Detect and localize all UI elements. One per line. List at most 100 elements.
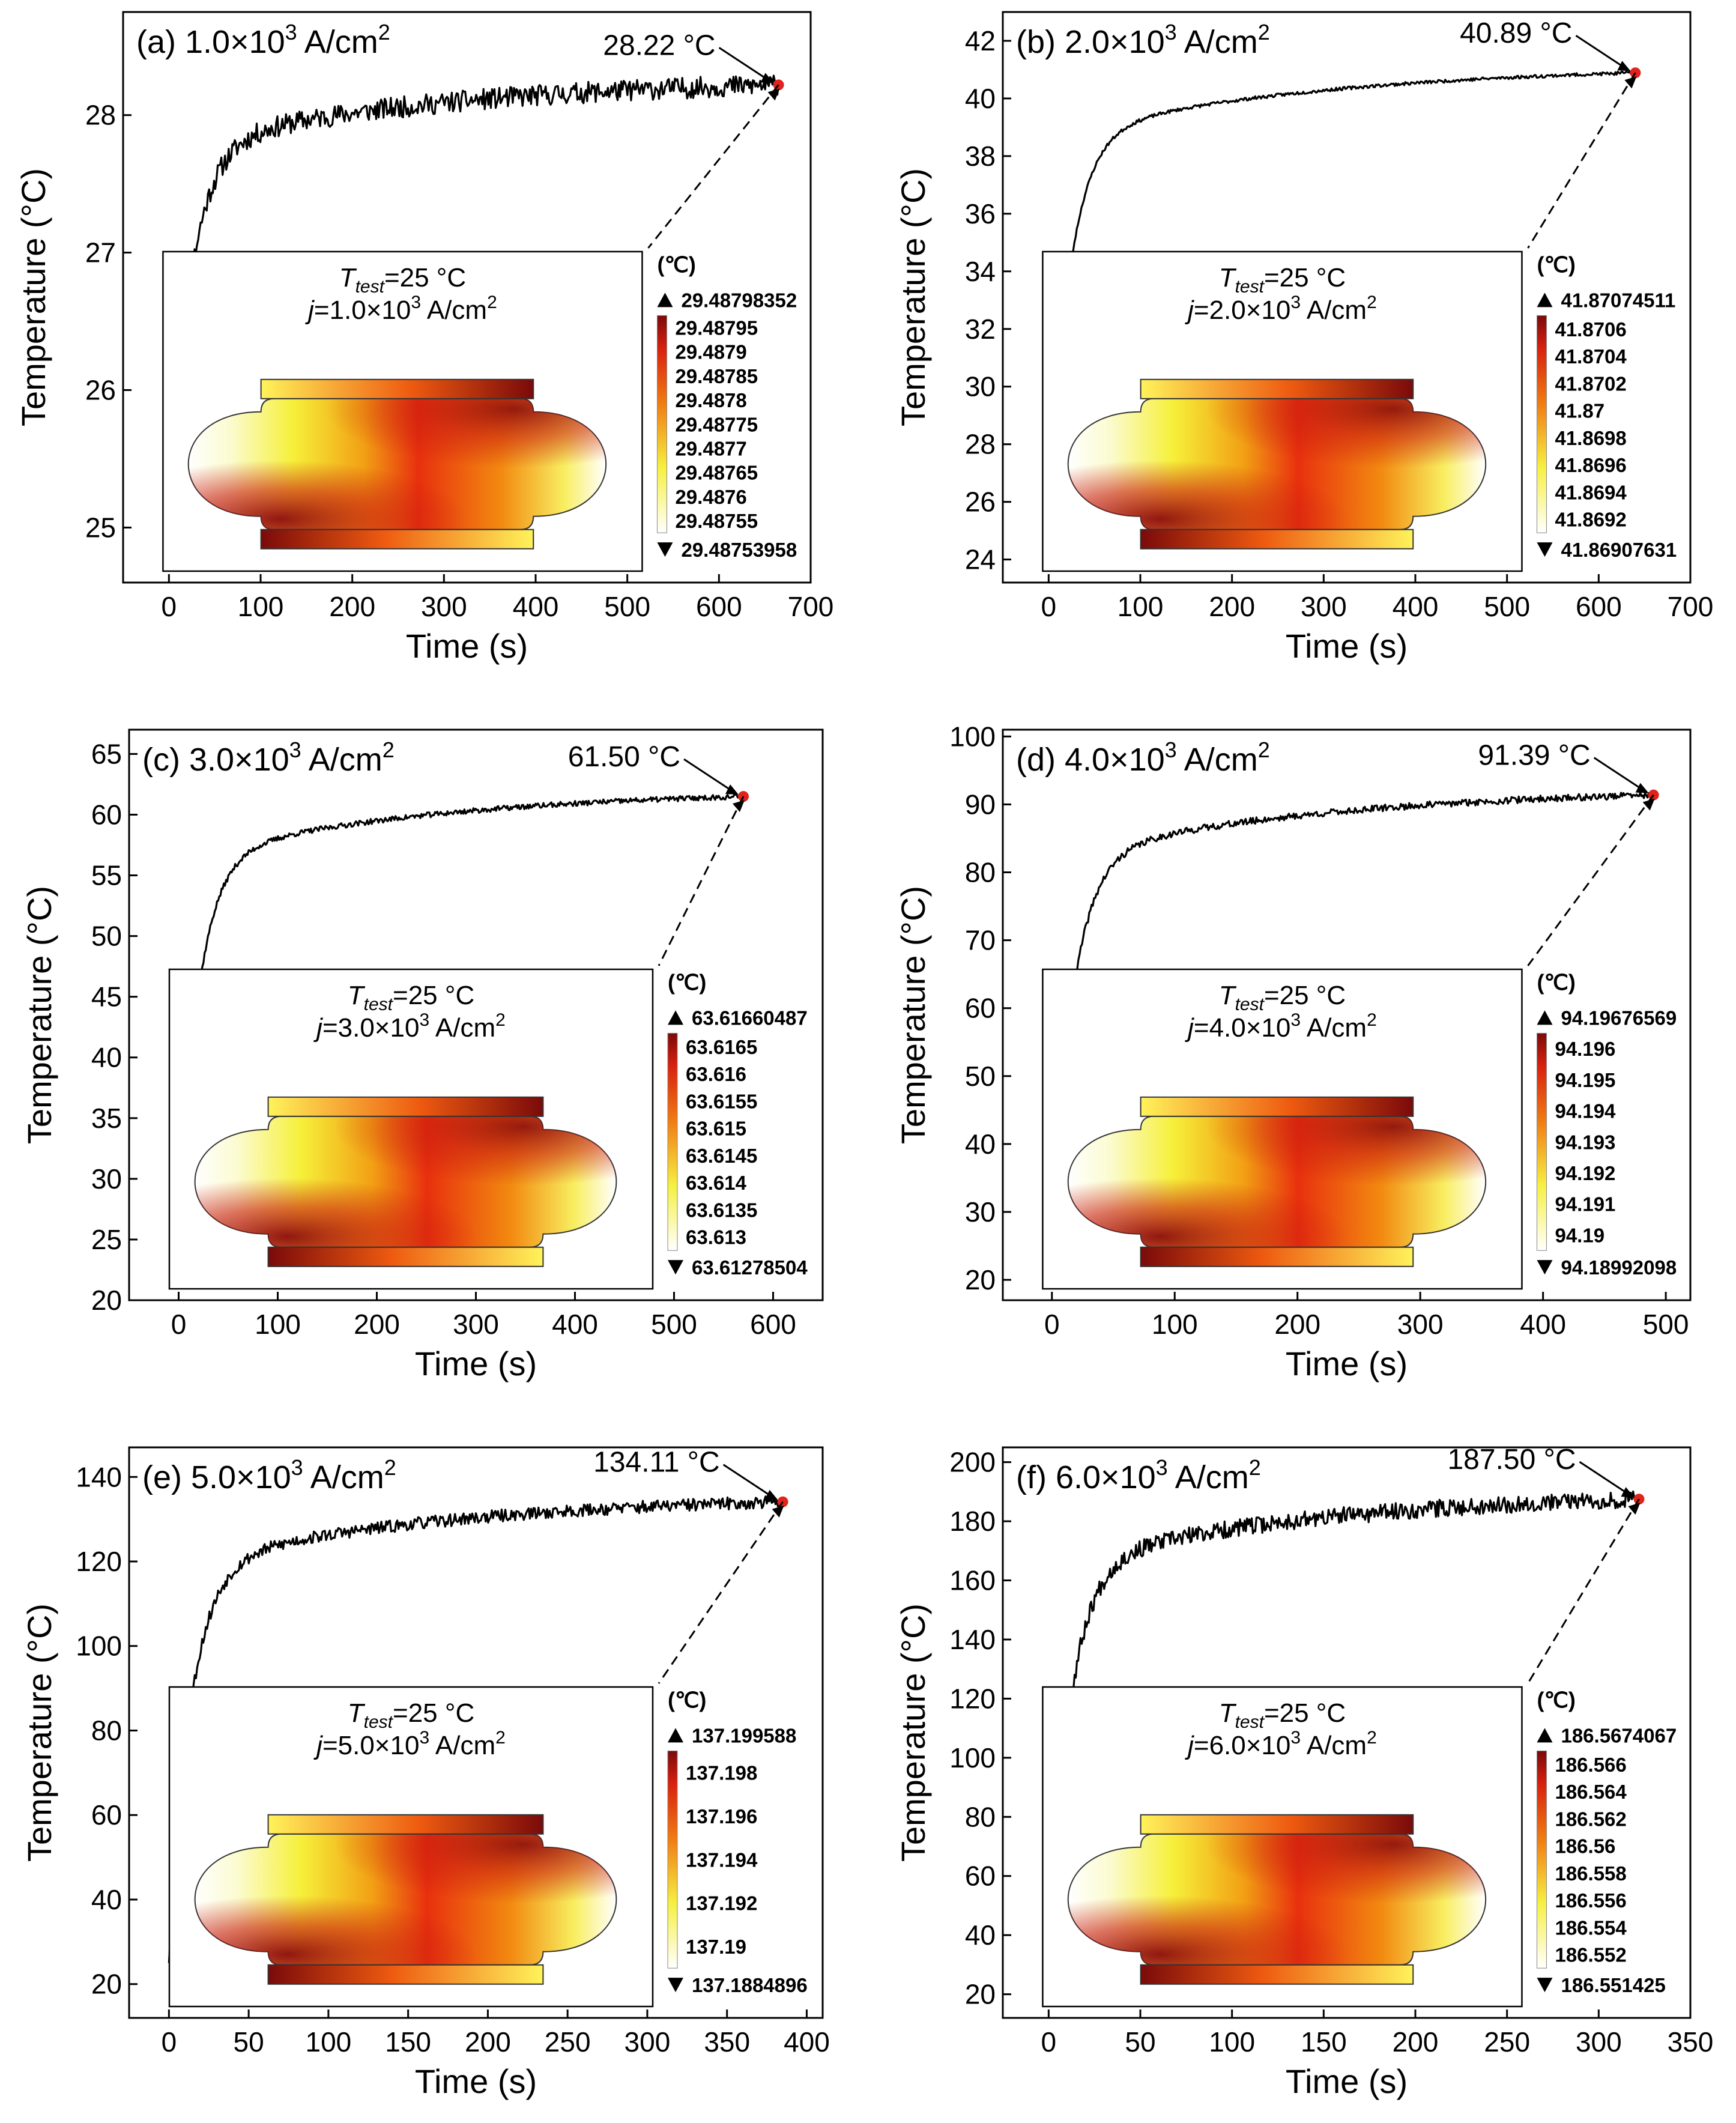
colorbar-level: 41.87 bbox=[1555, 400, 1604, 422]
zoom-leader-line bbox=[647, 84, 779, 249]
colorbar-level: 137.19 bbox=[686, 1936, 746, 1958]
x-tick-label: 600 bbox=[750, 1309, 796, 1340]
y-tick-label: 120 bbox=[949, 1683, 996, 1714]
panel-d: 0 100 200 300 400 500 20 30 40 50 60 70 80 90 100 Time … bbox=[894, 721, 1692, 1383]
panel-letter: (a) 1.0×10 bbox=[136, 24, 285, 60]
y-tick-label: 40 bbox=[965, 1919, 996, 1951]
plot-frame bbox=[1002, 1446, 1692, 2019]
panel-unit: A/cm bbox=[297, 24, 378, 60]
panel-unit-exponent: 2 bbox=[378, 20, 390, 44]
inset-test-temperature: Ttest=25 °C bbox=[1219, 1698, 1346, 1732]
hot-zone-top-right bbox=[195, 1116, 617, 1247]
colorbar-level: 41.8702 bbox=[1555, 372, 1626, 395]
panel-letter: (f) 6.0×10 bbox=[1016, 1459, 1156, 1495]
x-tick-label: 100 bbox=[238, 591, 284, 622]
y-tick-label: 30 bbox=[965, 1196, 996, 1228]
annotation-arrow bbox=[683, 758, 736, 794]
min-marker-icon bbox=[657, 542, 673, 557]
colorbar-max: 186.5674067 bbox=[1561, 1724, 1677, 1746]
y-axis-label: Temperature (°C) bbox=[894, 168, 932, 426]
x-axis-label: Time (s) bbox=[406, 627, 528, 665]
y-tick-label: 180 bbox=[949, 1506, 996, 1537]
min-marker-icon bbox=[1537, 1260, 1553, 1275]
colorbar-max: 29.48798352 bbox=[681, 289, 797, 311]
arrow-head bbox=[764, 1489, 778, 1500]
x-axis-label: Time (s) bbox=[415, 1345, 537, 1383]
y-tick-label: 60 bbox=[91, 1799, 122, 1831]
annotation-arrow bbox=[1579, 1461, 1632, 1497]
y-tick-label: 60 bbox=[91, 799, 122, 830]
top-electrode bbox=[1140, 1814, 1414, 1835]
colorbar-unit: (℃) bbox=[1537, 970, 1575, 995]
colorbar-level: 94.191 bbox=[1555, 1193, 1615, 1216]
y-tick-label: 32 bbox=[965, 313, 996, 345]
panel-exponent: 3 bbox=[1156, 1455, 1168, 1480]
end-temperature-label: 187.50 °C bbox=[1447, 1444, 1576, 1476]
colorbar-level: 94.195 bbox=[1555, 1069, 1615, 1091]
y-tick-label: 100 bbox=[949, 721, 996, 752]
colorbar-level: 186.56 bbox=[1555, 1835, 1615, 1858]
arrow-head bbox=[1635, 783, 1649, 793]
y-tick-label: 25 bbox=[85, 512, 116, 543]
colorbar-level: 94.193 bbox=[1555, 1131, 1615, 1153]
temperature-curve bbox=[1047, 70, 1636, 531]
x-tick-label: 300 bbox=[625, 2026, 671, 2058]
inset-current-density: j=3.0×103 A/cm2 bbox=[313, 1010, 506, 1043]
colorbar-level: 63.6155 bbox=[686, 1090, 757, 1112]
x-tick-label: 0 bbox=[1041, 2026, 1057, 2058]
x-tick-label: 400 bbox=[784, 2026, 830, 2058]
x-tick-label: 500 bbox=[1484, 591, 1530, 622]
x-tick-label: 400 bbox=[1393, 591, 1439, 622]
y-tick-label: 90 bbox=[965, 789, 996, 820]
colorbar-level: 186.564 bbox=[1555, 1781, 1627, 1803]
panel-exponent: 3 bbox=[291, 1455, 303, 1480]
y-tick-label: 25 bbox=[91, 1224, 122, 1255]
panel-title: (d) 4.0×103 A/cm2 bbox=[1016, 737, 1270, 778]
bottom-electrode bbox=[1140, 528, 1414, 550]
annotation-arrow bbox=[1575, 34, 1628, 70]
end-temperature-label: 61.50 °C bbox=[568, 741, 680, 773]
y-tick-label: 40 bbox=[965, 1128, 996, 1160]
panel-unit: A/cm bbox=[303, 1459, 384, 1495]
panel-e: 0 50 100 150 200 250 300 350 400 20 40 60 80 100 120 14… bbox=[20, 1446, 830, 2100]
leader-arrow-head bbox=[772, 1505, 784, 1518]
colorbar-level: 63.613 bbox=[686, 1226, 746, 1249]
end-point-marker bbox=[1630, 67, 1641, 79]
colorbar-unit: (℃) bbox=[668, 1688, 706, 1712]
end-temperature-label: 134.11 °C bbox=[593, 1447, 719, 1479]
panel-unit-exponent: 2 bbox=[383, 737, 395, 762]
x-tick-label: 100 bbox=[255, 1309, 301, 1340]
panel-title: (f) 6.0×103 A/cm2 bbox=[1016, 1455, 1261, 1495]
x-tick-label: 200 bbox=[1274, 1309, 1320, 1340]
temperature-curve bbox=[168, 74, 780, 528]
panel-a: 0 100 200 300 400 500 600 700 25 26 27 28 Time (s) Te… bbox=[14, 11, 833, 665]
zoom-leader-line bbox=[1527, 72, 1636, 249]
x-tick-label: 500 bbox=[604, 591, 650, 622]
panel-unit: A/cm bbox=[1168, 1459, 1249, 1495]
bottom-electrode bbox=[1140, 1246, 1414, 1267]
colorbar-min: 41.86907631 bbox=[1561, 539, 1677, 561]
x-tick-label: 300 bbox=[1397, 1309, 1444, 1340]
colorbar-level: 137.196 bbox=[686, 1805, 757, 1828]
y-tick-label: 27 bbox=[85, 237, 116, 268]
x-tick-label: 200 bbox=[354, 1309, 400, 1340]
x-tick-label: 350 bbox=[704, 2026, 750, 2058]
colorbar-level: 41.8704 bbox=[1555, 345, 1627, 368]
hot-zone-top-right bbox=[1068, 398, 1486, 530]
x-tick-label: 200 bbox=[329, 591, 375, 622]
min-marker-icon bbox=[1537, 1978, 1553, 1993]
panel-b: 0 100 200 300 400 500 600 700242628303234363840… bbox=[894, 11, 1713, 665]
colorbar-level: 41.8706 bbox=[1555, 318, 1626, 341]
x-axis-label: Time (s) bbox=[1286, 627, 1408, 665]
x-tick-label: 400 bbox=[513, 591, 559, 622]
top-electrode bbox=[267, 1814, 544, 1835]
inset-current-density: j=5.0×103 A/cm2 bbox=[313, 1728, 506, 1760]
top-electrode bbox=[1140, 378, 1414, 399]
colorbar-level: 137.198 bbox=[686, 1762, 757, 1784]
colorbar-level: 63.616 bbox=[686, 1063, 746, 1085]
colorbar bbox=[667, 1032, 678, 1251]
inset-current-density: j=6.0×103 A/cm2 bbox=[1185, 1728, 1377, 1760]
panel-unit-exponent: 2 bbox=[1249, 1455, 1261, 1480]
colorbar-level: 41.8696 bbox=[1555, 454, 1626, 476]
arrow-head bbox=[1617, 61, 1631, 71]
